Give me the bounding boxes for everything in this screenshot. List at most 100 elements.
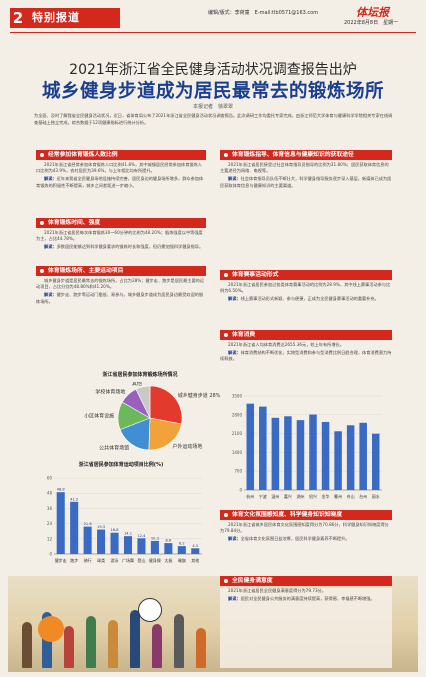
x-tick-label: 宁波	[259, 493, 267, 499]
section-header-consumption: 体育消费	[220, 330, 392, 340]
section-body-participation: 2021年浙江省经常参加体育锻炼人口比例41.8%，其中城镇居民经常参加体育锻炼…	[36, 162, 206, 214]
bar	[321, 421, 330, 490]
section-header-participation: 经常参加体育锻炼人数比例	[36, 150, 206, 160]
section-text: 2021年浙江省居民接受过社会体育指导员指导的比例为31.80%；居民获取体育信…	[220, 162, 389, 174]
y-tick-label: 0	[239, 488, 242, 493]
section-key-text: 全省体育文化氛围日益浓厚，居民科学健身素养不断提升。	[240, 536, 350, 542]
pie-slice	[135, 385, 151, 419]
bar-chart-title: 浙江省居民参加体育运动项目比例(%)	[78, 462, 164, 468]
y-tick-label: 0	[49, 552, 52, 557]
x-tick-label: 骑行	[84, 557, 92, 563]
section-key-label: 解读：	[44, 292, 57, 298]
section-body-guidance: 2021年浙江省居民接受过社会体育指导员指导的比例为31.80%；居民获取体育信…	[220, 162, 392, 254]
section-key-text: 线上赛事活动形式新颖、参与便捷，正成为全民健身赛事活动的重要补充。	[240, 296, 379, 302]
athlete-figure	[174, 614, 184, 668]
athlete-figure	[152, 624, 162, 668]
athlete-figure	[130, 610, 140, 668]
lead-paragraph: 为全面、及时了解我省全民健身活动状况，近日，省体育局公布了2021年浙江省全民健…	[34, 113, 393, 125]
bar-chart-consumption: 0 700 1400 2100 2800 3500 杭州 宁波 温州 嘉兴 湖州 绍兴 金华 衢州 舟山 台州…	[232, 394, 382, 499]
section-key-label: 解读：	[228, 176, 241, 182]
bar-value-label: 6.2	[179, 542, 185, 546]
bar-value-label: 16.8	[111, 528, 120, 532]
section-label: 特别报道	[26, 8, 120, 28]
y-tick-label: 60	[47, 476, 53, 481]
x-tick-label: 瑜伽	[178, 557, 186, 563]
x-tick-label: 温州	[271, 493, 279, 499]
y-tick-label: 3500	[232, 394, 243, 399]
basketball-icon	[38, 616, 64, 642]
section-key-label: 解读：	[228, 296, 241, 302]
pie-chart-title: 浙江省居民参加体育锻炼场所情况	[102, 372, 178, 378]
soccer-ball-icon	[138, 598, 162, 622]
subtitle: 2021年浙江省全民健身活动状况调查报告出炉	[69, 62, 357, 78]
athlete-figure	[86, 616, 96, 668]
section-body-consumption: 2021年浙江省人均体育消费达2655.36元，较上年有所增长。 解读：体育消费…	[220, 342, 392, 382]
pie-slice-label: 户外运动场地	[172, 443, 202, 450]
x-tick-label: 丽水	[372, 493, 380, 499]
bar-value-label: 8.6	[166, 539, 172, 543]
x-tick-label: 跑步	[70, 557, 78, 563]
bar	[70, 501, 79, 554]
section-text: 2021年浙江省居民参加过各类体育赛事活动的比例为28.9%，其中线上赛事活动参…	[220, 282, 391, 294]
athlete-figure	[22, 622, 32, 668]
editor-info: 编辑/版式：李荷童 E-mail:tlb0571@163.com	[208, 10, 319, 16]
pie-slice-label: 城乡健身步道 28%	[178, 392, 221, 399]
bar-value-label: 14.1	[124, 532, 132, 536]
bar	[97, 529, 106, 554]
section-body-satisfaction: 2021年浙江省居民全民健身满意度得分为79.73分。 解读：居民对全民健身公共…	[220, 588, 392, 668]
sports-photo-strip: 全民健身满意度 2021年浙江省居民全民健身满意度得分为79.73分。 解读：居…	[8, 576, 418, 672]
bar	[150, 540, 159, 554]
issue-date: 2022年8月8日 星期一	[344, 20, 399, 26]
x-tick-label: 嘉兴	[284, 493, 292, 499]
pie-slice-label: 学校体育场地	[95, 389, 125, 396]
bar	[259, 406, 267, 490]
y-tick-label: 36	[47, 506, 53, 511]
x-tick-label: 健身操	[149, 557, 161, 563]
section-text: 2021年浙江省经常参加体育锻炼人口比例41.8%，其中城镇居民经常参加体育锻炼…	[36, 162, 202, 174]
section-header-guidance: 体育锻炼指导、体育信息与健康知识的获取途径	[220, 150, 392, 160]
bar	[177, 546, 186, 554]
bar	[56, 492, 65, 554]
section-key-text: 近年来我省全民健身场地设施持续完善，居民身边的健身场所增多，群众参加体育锻炼的积…	[36, 176, 204, 188]
x-tick-label: 广场舞	[122, 557, 134, 563]
x-tick-label: 金华	[322, 493, 330, 499]
bar-chart-sports: 0 12 24 36 48 60 健步走 48.8 跑步 41.2 骑行 21.6 球类 19.3 游泳 16…	[47, 476, 202, 563]
bar-value-label: 48.8	[57, 488, 66, 492]
section-key-label: 解读：	[228, 536, 241, 542]
pie-slice-label: 小区体育设施	[84, 412, 114, 419]
y-tick-label: 24	[47, 521, 53, 526]
athlete-figure	[196, 628, 206, 668]
y-tick-label: 1400	[232, 450, 243, 455]
y-tick-label: 2100	[232, 431, 243, 436]
x-tick-label: 游泳	[111, 557, 119, 563]
x-tick-label: 球类	[97, 557, 105, 563]
section-text: 2021年浙江省居民每次体育锻炼30～60分钟的比例为48.20%；锻炼强度以中…	[36, 230, 203, 242]
section-text: 2021年浙江省居民全民健身满意度得分为79.73分。	[228, 588, 327, 593]
section-body-culture: 2021年浙江省城乡居民体育文化氛围感知度得分为70.86分，科学健身知识知晓度…	[220, 522, 392, 570]
x-tick-label: 衢州	[334, 493, 342, 499]
section-key-text: 健步走、跑步等运动门槛低、易参与，城乡健身步道成为居民身边最受欢迎的锻炼场所。	[36, 292, 204, 304]
pie-slice	[148, 417, 182, 451]
section-body-duration: 2021年浙江省居民每次体育锻炼30～60分钟的比例为48.20%；锻炼强度以中…	[36, 230, 206, 260]
bar-value-label: 41.2	[70, 497, 78, 501]
bar	[164, 543, 173, 554]
section-key-text: 体育消费结构不断优化，实物型消费和参与型消费比例日趋合理，体育消费潜力持续释放。	[220, 350, 392, 362]
section-header-culture: 体育文化氛围感知度、科学健身知识知晓度	[220, 510, 392, 520]
section-header-satisfaction: 全民健身满意度	[220, 576, 392, 586]
pie-slice	[149, 385, 183, 425]
x-tick-label: 登山	[137, 557, 145, 563]
y-tick-label: 700	[234, 469, 242, 474]
section-key-label: 解读：	[228, 350, 241, 356]
x-tick-label: 舟山	[347, 493, 355, 499]
bar	[284, 416, 292, 490]
bar-value-label: 19.3	[97, 525, 105, 529]
bar	[137, 538, 146, 554]
bar	[123, 536, 133, 554]
x-tick-label: 湖州	[296, 493, 304, 499]
athlete-figure	[108, 620, 118, 668]
header-rule	[10, 32, 416, 33]
bar	[191, 548, 200, 554]
y-tick-label: 48	[47, 491, 53, 496]
bar-value-label: 21.6	[84, 522, 93, 526]
